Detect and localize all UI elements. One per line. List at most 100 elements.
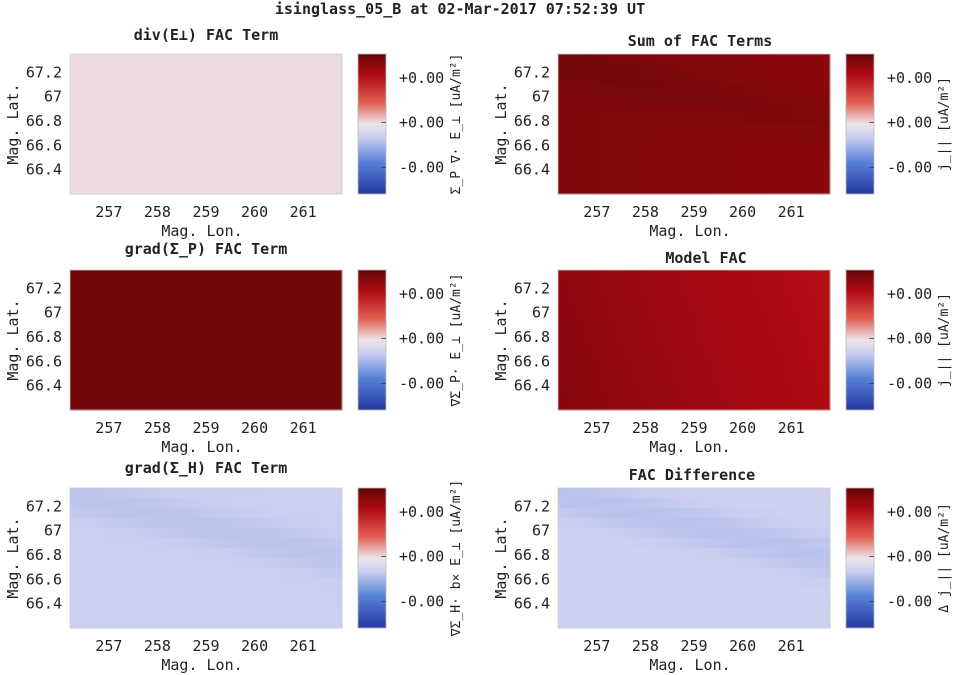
heatmap-cell [726,400,735,411]
heatmap-cell [118,164,127,175]
heatmap-cell [662,370,671,381]
heatmap-cell [758,144,767,155]
heatmap-cell [294,528,303,539]
heatmap-cell [558,94,567,105]
heatmap-cell [126,94,135,105]
heatmap-cell [246,164,255,175]
heatmap-cell [310,588,319,599]
heatmap-cell [710,518,719,529]
heatmap-cell [206,488,215,499]
heatmap-cell [206,54,215,65]
heatmap-cell [118,380,127,391]
x-tick-label: 260 [241,637,268,655]
heatmap-cell [638,94,647,105]
heatmap-cell [86,400,95,411]
heatmap-cell [278,488,287,499]
heatmap-cell [118,548,127,559]
heatmap-cell [766,598,775,609]
heatmap-cell [246,310,255,321]
heatmap-cell [638,618,647,629]
heatmap-cell [174,390,183,401]
heatmap-cell [790,548,799,559]
heatmap-cell [710,618,719,629]
heatmap-cell [766,578,775,589]
heatmap-cell [142,488,151,499]
heatmap-cell [150,270,159,281]
heatmap-cell [598,498,607,509]
heatmap [70,270,343,411]
heatmap-cell [622,74,631,85]
heatmap-cell [646,290,655,301]
heatmap-cell [750,518,759,529]
heatmap-cell [622,538,631,549]
heatmap-cell [582,84,591,95]
heatmap-cell [742,74,751,85]
heatmap-cell [294,154,303,165]
heatmap-cell [174,608,183,619]
heatmap-cell [126,498,135,509]
heatmap-cell [110,608,119,619]
heatmap-cell [334,380,343,391]
heatmap-cell [206,290,215,301]
heatmap-cell [806,144,815,155]
heatmap-cell [822,164,831,175]
heatmap-cell [326,380,335,391]
heatmap-cell [702,578,711,589]
heatmap-cell [654,538,663,549]
heatmap-cell [574,64,583,75]
heatmap-cell [766,568,775,579]
heatmap-cell [86,558,95,569]
heatmap-cell [254,54,263,65]
heatmap-cell [302,290,311,301]
heatmap-cell [758,350,767,361]
heatmap-cell [694,270,703,281]
heatmap-cell [726,84,735,95]
heatmap-cell [726,488,735,499]
heatmap-cell [806,370,815,381]
heatmap-cell [822,508,831,519]
heatmap-cell [102,538,111,549]
heatmap-cell [110,134,119,145]
heatmap-cell [78,330,87,341]
heatmap-cell [646,538,655,549]
heatmap-cell [822,144,831,155]
heatmap-cell [654,124,663,135]
heatmap-cell [230,54,239,65]
heatmap-cell [574,528,583,539]
heatmap-cell [630,578,639,589]
heatmap-cell [110,104,119,115]
heatmap-cell [158,154,167,165]
heatmap-cell [78,498,87,509]
heatmap-cell [70,528,79,539]
heatmap-cell [790,64,799,75]
heatmap-cell [270,558,279,569]
heatmap-cell [782,84,791,95]
heatmap-cell [118,64,127,75]
y-tick-label: 67 [532,304,550,322]
heatmap-cell [262,74,271,85]
heatmap-cell [790,558,799,569]
heatmap-cell [70,350,79,361]
heatmap-cell [622,64,631,75]
heatmap-cell [798,290,807,301]
heatmap-cell [774,548,783,559]
heatmap-cell [166,54,175,65]
heatmap-cell [702,558,711,569]
heatmap-cell [190,588,199,599]
heatmap-cell [702,114,711,125]
heatmap-cell [102,174,111,185]
heatmap-cell [326,174,335,185]
heatmap-cell [86,508,95,519]
heatmap-cell [126,164,135,175]
heatmap-cell [782,320,791,331]
heatmap-cell [686,380,695,391]
heatmap-cell [222,74,231,85]
heatmap-cell [686,64,695,75]
heatmap-cell [174,64,183,75]
heatmap-cell [206,360,215,371]
heatmap-cell [230,280,239,291]
heatmap-cell [270,618,279,629]
heatmap-cell [726,330,735,341]
heatmap-cell [318,608,327,619]
heatmap-cell [702,184,711,195]
